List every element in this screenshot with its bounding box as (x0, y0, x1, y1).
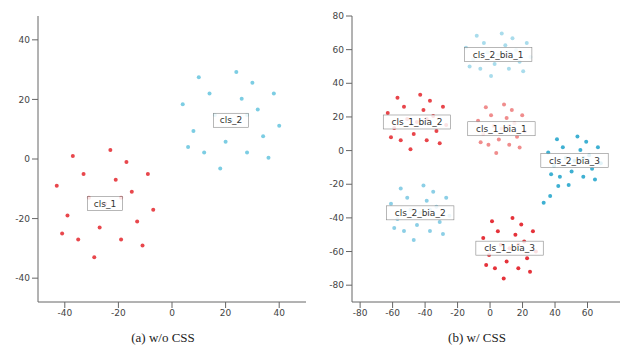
svg-text:-40: -40 (329, 213, 344, 223)
svg-text:-60: -60 (385, 308, 400, 318)
svg-text:0: 0 (487, 308, 493, 318)
svg-text:40: 40 (19, 35, 31, 45)
svg-text:-40: -40 (418, 308, 433, 318)
svg-text:0: 0 (338, 146, 344, 156)
svg-text:40: 40 (549, 308, 561, 318)
svg-text:cls_2: cls_2 (220, 115, 242, 125)
svg-text:40: 40 (273, 308, 285, 318)
svg-text:0: 0 (169, 308, 175, 318)
svg-text:cls_1_bia_2: cls_1_bia_2 (392, 117, 443, 127)
svg-text:cls_2_bia_3: cls_2_bia_3 (549, 156, 600, 166)
svg-text:cls_1_bia_3: cls_1_bia_3 (484, 243, 535, 253)
svg-text:40: 40 (333, 78, 345, 88)
svg-text:60: 60 (582, 308, 594, 318)
svg-text:-60: -60 (329, 247, 344, 257)
svg-text:20: 20 (220, 308, 232, 318)
svg-text:60: 60 (333, 45, 345, 55)
svg-text:cls_1_bia_1: cls_1_bia_1 (476, 124, 527, 134)
svg-text:80: 80 (333, 11, 345, 21)
svg-text:-80: -80 (329, 280, 344, 290)
svg-text:-40: -40 (15, 273, 30, 283)
svg-text:-20: -20 (111, 308, 126, 318)
svg-text:cls_2_bia_1: cls_2_bia_1 (473, 50, 524, 60)
html-text:(a) w/o CSS: (a) w/o CSS (131, 330, 195, 345)
svg-text:-20: -20 (450, 308, 465, 318)
svg-text:cls_1: cls_1 (94, 199, 116, 209)
html-text:(b) w/ CSS: (b) w/ CSS (448, 330, 506, 345)
svg-text:0: 0 (24, 154, 30, 164)
svg-text:-20: -20 (15, 214, 30, 224)
svg-text:20: 20 (517, 308, 529, 318)
svg-text:-40: -40 (57, 308, 72, 318)
svg-text:-20: -20 (329, 179, 344, 189)
svg-text:cls_2_bia_2: cls_2_bia_2 (395, 208, 446, 218)
svg-text:20: 20 (19, 95, 31, 105)
svg-text:20: 20 (333, 112, 345, 122)
svg-text:-80: -80 (353, 308, 368, 318)
